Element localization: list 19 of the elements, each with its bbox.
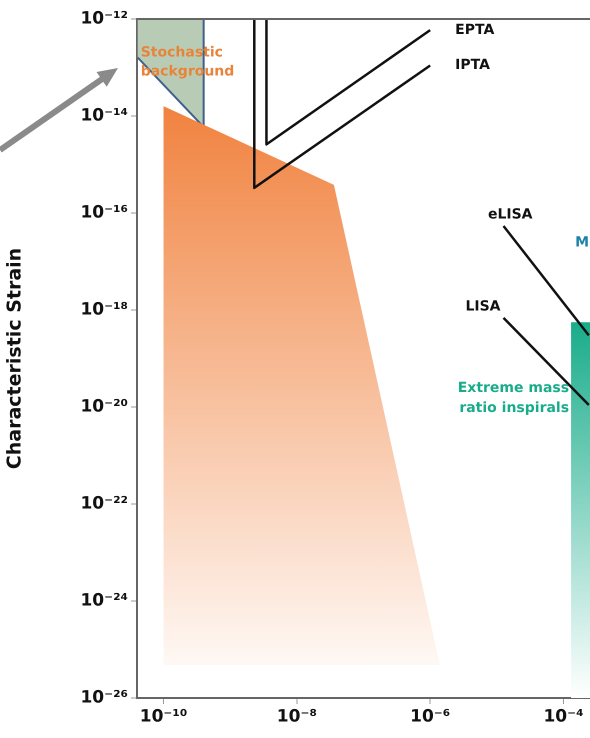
y-axis-title: Characteristic Strain [3,248,26,470]
y-tick-label: 10⁻²⁰ [80,396,128,416]
x-tick-label: 10⁻⁴ [543,706,584,727]
x-tick-label: 10⁻¹⁰ [140,706,188,727]
series-label: EPTA [455,22,494,38]
series-label: eLISA [488,206,533,223]
y-tick-label: 10⁻²⁴ [80,590,128,610]
y-tick-label: 10⁻²⁶ [80,687,128,708]
x-tick-label: 10⁻⁶ [410,706,450,727]
y-tick-label: 10⁻¹⁶ [80,202,128,222]
y-tick-label: 10⁻¹⁸ [80,299,128,320]
series-label: Extreme mass ratio inspirals [458,380,570,416]
series-label: LISA [465,298,501,314]
x-tick-label: 10⁻⁸ [276,706,317,727]
annotation: M [575,234,589,251]
y-tick-label: 10⁻¹⁴ [80,105,128,126]
y-tick-label: 10⁻¹² [80,8,128,28]
series-label: IPTA [455,57,490,74]
y-tick-label: 10⁻²² [80,493,128,514]
